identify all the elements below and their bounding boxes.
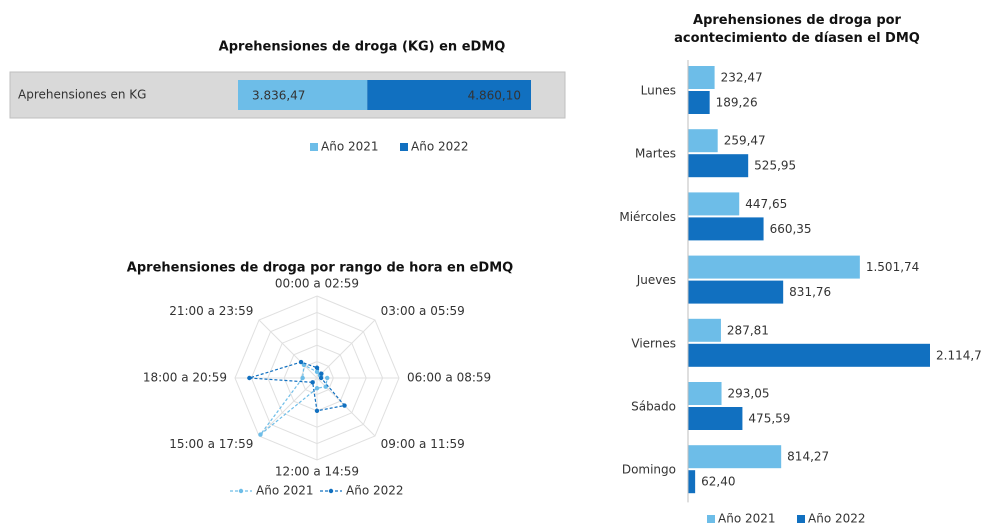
value-label: 189,26 [716,96,758,110]
category-label: Martes [635,147,676,161]
axis-label: 18:00 a 20:59 [143,371,227,385]
radar-point [314,369,320,375]
value-label: 287,81 [727,323,769,337]
bar [238,80,368,110]
category-label: Domingo [622,463,676,477]
bar [688,343,930,367]
spoke [258,377,318,437]
bar [688,382,722,405]
radar-point [325,375,330,381]
value-label: 831,76 [789,285,831,299]
bar [688,91,710,114]
legend-label: Año 2022 [808,512,866,526]
bar [688,154,749,178]
radar-point [258,432,263,437]
value-label: 814,27 [787,450,829,464]
radar-point [300,375,305,381]
radar-point [314,408,320,413]
legend-label: Año 2021 [321,140,379,154]
value-label: 1.501,74 [866,260,919,274]
value-label: 475,59 [748,412,790,426]
radar-point [314,386,320,391]
value-label: 259,47 [724,134,766,148]
chart-title: Aprehensiones de droga por acontecimient… [674,13,920,46]
axis-label: 15:00 a 17:59 [169,437,253,451]
radar-point [314,365,320,370]
bar [688,66,715,89]
spoke [258,319,318,379]
bar [688,280,784,304]
spoke [316,319,376,379]
bar [688,255,860,279]
radar-point [310,380,315,385]
category-label: Viernes [631,336,676,350]
legend-swatch [310,143,318,151]
bar [688,192,740,216]
radar-point [342,403,347,408]
radar-point [319,371,324,376]
legend-marker [328,488,334,494]
bar [688,217,764,241]
legend-label: Año 2021 [718,512,776,526]
radar-line [259,364,328,435]
legend-label: Año 2022 [411,140,469,154]
category-label: Sábado [631,400,676,414]
category-label: Miércoles [619,210,676,224]
axis-label: 03:00 a 05:59 [381,304,465,318]
value-label: 232,47 [721,71,763,85]
axis-label: 21:00 a 23:59 [169,304,253,318]
radar-point [298,359,304,365]
category-label: Jueves [636,273,676,287]
chart-title: Aprehensiones de droga (KG) en eDMQ [219,40,506,55]
value-label: 3.836,47 [252,89,305,103]
axis-label: 09:00 a 11:59 [381,437,465,451]
bar [688,407,743,430]
category-label: Aprehensiones en KG [18,88,146,102]
value-label: 293,05 [728,387,770,401]
legend-label: Año 2021 [256,484,314,498]
value-label: 660,35 [770,222,812,236]
legend-marker [238,488,244,494]
chart-title: Aprehensiones de droga por rango de hora… [127,261,513,276]
value-label: 2.114,79 [936,348,982,362]
legend-swatch [400,143,408,151]
legend-swatch [707,515,715,523]
radar-point [318,375,324,381]
value-label: 525,95 [754,159,796,173]
value-label: 4.860,10 [468,89,521,103]
axis-label: 00:00 a 02:59 [275,277,359,291]
axis-label: 06:00 a 08:59 [407,371,491,385]
value-label: 62,40 [701,475,735,489]
legend-label: Año 2022 [346,484,404,498]
value-label: 447,65 [745,197,787,211]
bar [688,470,696,494]
legend-swatch [797,515,805,523]
category-label: Lunes [641,84,676,98]
radar-point [247,375,252,381]
bar [367,80,531,110]
bar [688,129,718,153]
axis-label: 12:00 a 14:59 [275,465,359,479]
bar [688,318,721,342]
bar [688,445,782,469]
